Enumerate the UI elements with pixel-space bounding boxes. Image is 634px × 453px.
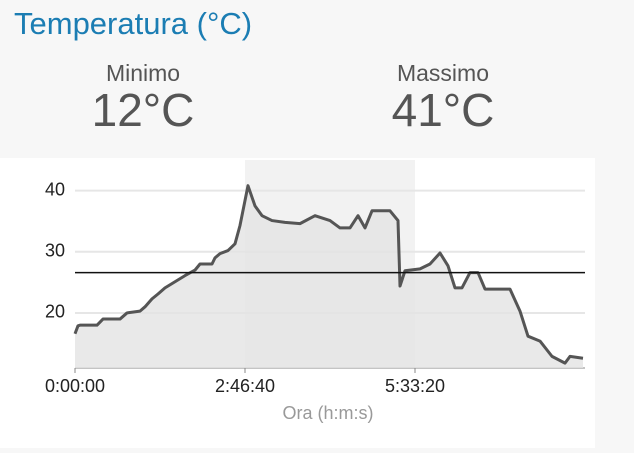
stat-value: 12°C — [91, 84, 195, 136]
x-tick-label: 2:46:40 — [215, 376, 275, 396]
stat-value: 41°C — [391, 84, 495, 136]
y-tick-label: 30 — [45, 241, 65, 261]
stat-min: Minimo 12°C — [43, 60, 243, 133]
stat-label: Massimo — [396, 60, 489, 86]
stat-max: Massimo 41°C — [343, 60, 543, 133]
x-tick-label: 0:00:00 — [45, 376, 105, 396]
y-tick-label: 20 — [45, 302, 65, 322]
y-tick-label: 40 — [45, 179, 65, 199]
stat-label: Minimo — [105, 60, 181, 86]
x-tick-label: 5:33:20 — [385, 376, 445, 396]
title: Temperatura (°C) — [14, 6, 253, 41]
x-axis-label: Ora (h:m:s) — [282, 403, 373, 423]
area — [75, 185, 583, 368]
